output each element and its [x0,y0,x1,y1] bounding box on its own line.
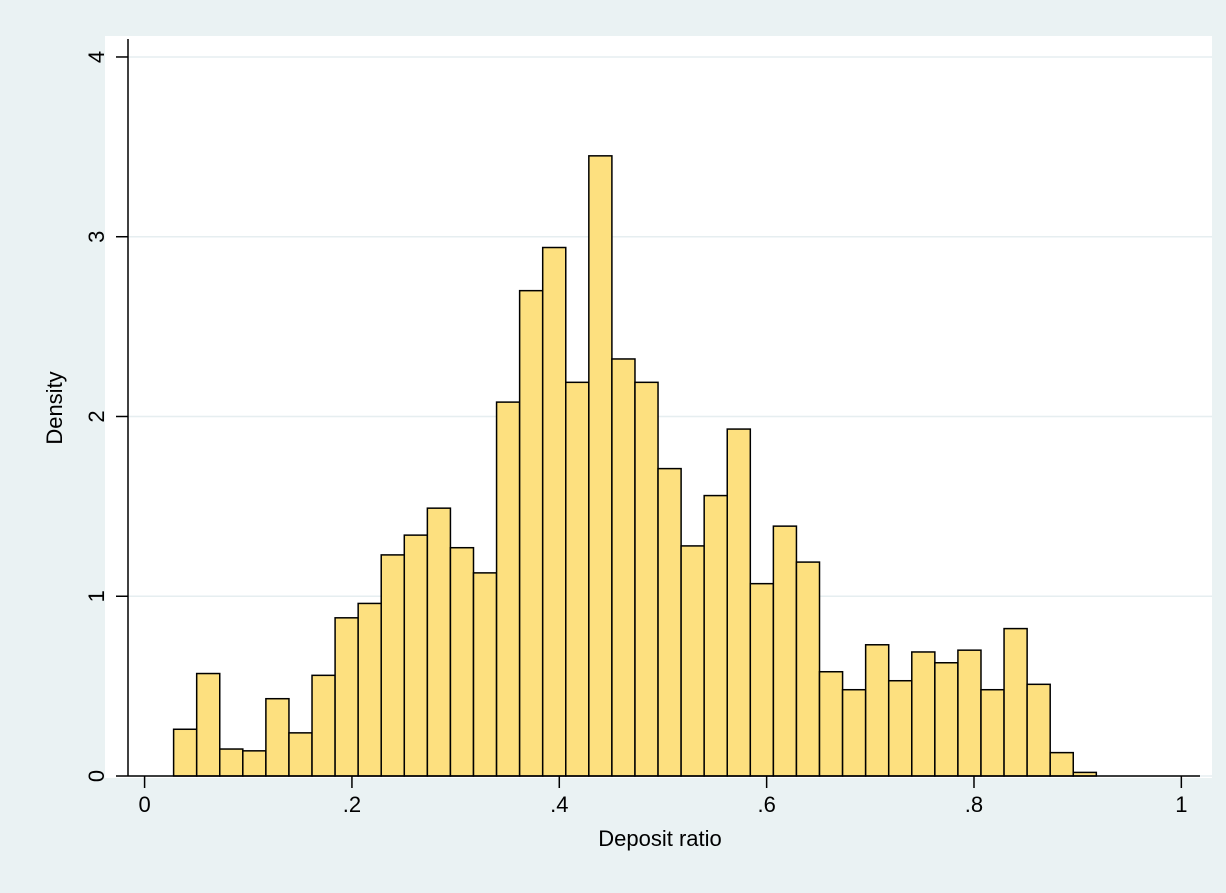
x-axis-title: Deposit ratio [598,826,722,851]
bar [911,651,936,777]
bar [426,507,452,777]
bar [703,494,728,777]
x-tick-label: 1 [1175,792,1187,817]
bar [495,401,521,777]
bar [934,662,959,777]
x-tick-label: .6 [757,792,775,817]
bar [841,688,867,777]
bar [1049,751,1075,777]
bar [219,748,244,777]
y-axis-title: Density [42,371,67,444]
bar [288,732,313,777]
bar [357,602,382,777]
y-tick-label: 3 [84,231,109,243]
bar [634,381,659,777]
x-tick-label: .4 [550,792,568,817]
bar [518,289,544,777]
bar [864,644,890,777]
bar [449,546,475,777]
bar [818,670,844,777]
bar [657,467,682,777]
y-tick-label: 1 [84,590,109,602]
x-tick-label: 0 [138,792,150,817]
y-tick-label: 2 [84,410,109,422]
bar [726,428,752,777]
y-tick-label: 4 [84,51,109,63]
bar [472,572,498,777]
bar [265,697,290,777]
bar [541,246,567,777]
bar [311,674,336,777]
bar [772,525,798,777]
x-tick-label: .2 [343,792,361,817]
bar [565,381,590,777]
bar [980,688,1005,777]
bar [957,649,982,777]
bar [172,728,198,777]
bar [1003,627,1028,777]
y-tick-label: 0 [84,770,109,782]
bar [887,679,913,777]
bar [195,672,221,777]
bar [380,554,406,777]
x-tick-label: .8 [965,792,983,817]
bar [749,582,775,777]
bar [1026,683,1051,777]
bar [403,534,429,777]
bar [680,545,705,777]
bar [588,155,613,777]
bar [242,750,267,777]
bar [334,617,359,777]
bar [611,358,636,777]
bar [795,561,821,777]
